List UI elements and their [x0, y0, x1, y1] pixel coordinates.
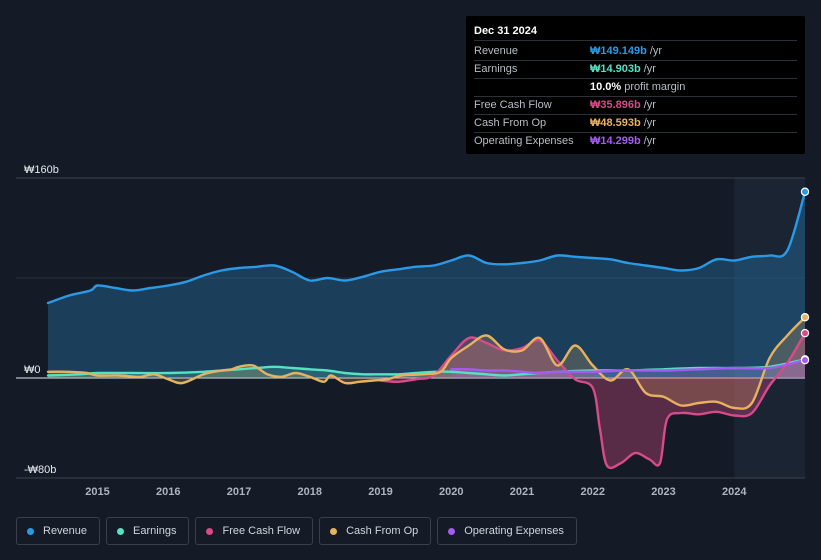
legend-dot-icon — [330, 527, 338, 535]
tooltip-row-unit: /yr — [643, 135, 656, 147]
series-endpoint-revenue — [800, 187, 810, 196]
legend-label: Operating Expenses — [464, 525, 564, 537]
tooltip-row-value: ₩14.299b — [590, 135, 641, 147]
series-area-revenue — [48, 191, 805, 378]
tooltip-row-value: ₩14.903b — [590, 63, 641, 75]
series-endpoint-free-cash-flow — [800, 328, 810, 338]
x-tick-label: 2018 — [298, 486, 322, 498]
series-line-free-cash-flow — [379, 331, 807, 470]
tooltip-row: Cash From Op ₩48.593b/yr — [474, 115, 797, 133]
x-tick-label: 2021 — [510, 486, 534, 498]
tooltip-row-label — [474, 79, 590, 96]
legend-item-cash-from-op[interactable]: Cash From Op — [319, 517, 432, 545]
tooltip-row-value: 10.0% — [590, 81, 622, 93]
tooltip-row-label: Free Cash Flow — [474, 99, 552, 111]
tooltip-row-value: ₩48.593b — [590, 117, 641, 129]
tooltip-panel: Dec 31 2024 Revenue ₩149.149b/yr Earnings ₩… — [466, 16, 805, 154]
legend: Revenue Earnings Free Cash Flow Cash From O… — [16, 517, 577, 545]
legend-item-free-cash-flow[interactable]: Free Cash Flow — [195, 517, 314, 545]
tooltip-row-unit: /yr — [643, 63, 656, 75]
tooltip-row: 10.0% profit margin — [474, 79, 797, 97]
chart-canvas: ₩160b ₩0 -₩80b 2015 2016 2017 2018 2019 2020 2021… — [16, 164, 810, 498]
x-tick-label: 2023 — [651, 486, 675, 498]
legend-dot-icon — [27, 527, 34, 535]
x-tick-label: 2020 — [439, 486, 463, 498]
tooltip-row-label: Revenue — [474, 45, 519, 57]
legend-dot-icon — [117, 527, 125, 535]
legend-item-earnings[interactable]: Earnings — [106, 517, 190, 545]
tooltip-row-label: Cash From Op — [474, 117, 547, 129]
y-tick-label: ₩160b — [24, 164, 59, 176]
x-tick-label: 2017 — [227, 486, 251, 498]
tooltip-date: Dec 31 2024 — [474, 24, 797, 41]
tooltip-row: Operating Expenses ₩14.299b/yr — [474, 133, 797, 150]
x-tick-label: 2019 — [368, 486, 392, 498]
tooltip-row-unit: profit margin — [624, 81, 686, 93]
legend-label: Earnings — [133, 525, 177, 537]
series-line-revenue — [46, 190, 807, 305]
series-endpoint-cash-from-op — [800, 313, 810, 322]
y-tick-label: -₩80b — [24, 464, 56, 476]
x-tick-label: 2024 — [722, 486, 747, 498]
series-area-earnings — [48, 359, 805, 378]
legend-item-operating-expenses[interactable]: Operating Expenses — [437, 517, 577, 545]
x-tick-label: 2022 — [581, 486, 605, 498]
tooltip-row: Revenue ₩149.149b/yr — [474, 43, 797, 61]
x-tick-label: 2016 — [156, 486, 180, 498]
tooltip-row-unit: /yr — [649, 45, 663, 57]
tooltip-row-unit: /yr — [643, 99, 656, 111]
y-tick-label: ₩0 — [24, 364, 41, 376]
legend-label: Cash From Op — [346, 525, 419, 537]
x-tick-label: 2015 — [85, 486, 109, 498]
series-endpoint-operating-expenses — [800, 355, 810, 365]
series-line-operating-expenses — [450, 358, 807, 375]
tooltip-row-value: ₩35.896b — [590, 99, 641, 111]
tooltip-row-value: ₩149.149b — [590, 45, 647, 57]
series-line-cash-from-op — [46, 316, 807, 410]
legend-label: Revenue — [43, 525, 88, 537]
legend-dot-icon — [448, 527, 456, 535]
legend-label: Free Cash Flow — [222, 525, 301, 537]
legend-dot-icon — [206, 527, 214, 535]
tooltip-row: Free Cash Flow ₩35.896b/yr — [474, 97, 797, 115]
series-area-cash-from-op — [48, 317, 805, 409]
tooltip-row-label: Earnings — [474, 63, 518, 75]
series-area-free-cash-flow — [380, 333, 805, 468]
legend-item-revenue[interactable]: Revenue — [16, 517, 101, 545]
tooltip-row-unit: /yr — [643, 117, 656, 129]
tooltip-row: Earnings ₩14.903b/yr — [474, 61, 797, 79]
tooltip-row-label: Operating Expenses — [474, 135, 574, 147]
